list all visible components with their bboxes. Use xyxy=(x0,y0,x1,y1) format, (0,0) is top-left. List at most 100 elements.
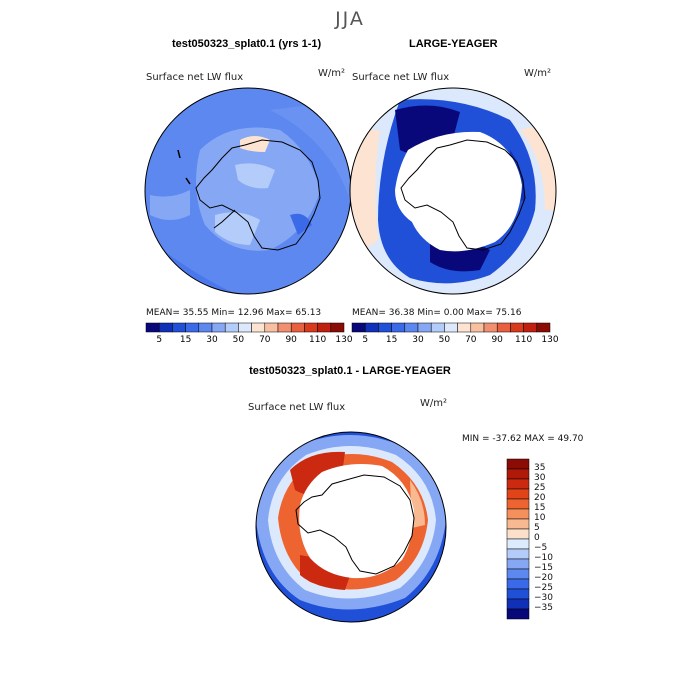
diff-colorbar-tick-label: −20 xyxy=(534,573,553,583)
right-colorbar-swatch xyxy=(404,322,419,333)
left-colorbar-swatch xyxy=(224,322,239,333)
left-stats: MEAN= 35.55 Min= 12.96 Max= 65.13 xyxy=(146,308,322,318)
diff-colorbar-swatch xyxy=(506,538,530,550)
right-colorbar-swatch xyxy=(457,322,472,333)
season-title: JJA xyxy=(335,8,365,30)
diff-colorbar-tick-label: −30 xyxy=(534,593,553,603)
diff-colorbar-swatch xyxy=(506,558,530,570)
left-colorbar-swatch xyxy=(290,322,305,333)
diff-colorbar-swatch xyxy=(506,518,530,530)
right-colorbar-swatch xyxy=(378,322,392,333)
left-colorbar-tick-label: 15 xyxy=(179,335,192,345)
left-case-title: test050323_splat0.1 (yrs 1-1) xyxy=(172,38,322,50)
diff-colorbar-tick-label: 30 xyxy=(534,473,546,483)
diff-colorbar-tick-label: −35 xyxy=(534,603,553,613)
right-colorbar-tick-label: 5 xyxy=(362,335,369,345)
diff-colorbar-swatch xyxy=(506,488,530,500)
right-colorbar-swatch xyxy=(510,322,524,333)
right-colorbar-swatch xyxy=(417,322,432,333)
left-colorbar-tick-label: 30 xyxy=(206,335,218,345)
right-colorbar-tick-label: 130 xyxy=(541,335,559,345)
diff-antarctica-coastline xyxy=(295,474,415,575)
diff-case-title: test050323_splat0.1 - LARGE-YEAGER xyxy=(249,365,451,377)
right-colorbar-tick-label: 50 xyxy=(438,335,451,345)
right-colorbar-tick-label: 70 xyxy=(465,335,477,345)
left-colorbar-swatch xyxy=(277,322,292,333)
left-colorbar-tick-label: 110 xyxy=(309,335,327,345)
diff-colorbar-tick-label: 5 xyxy=(534,523,540,533)
left-colorbar-swatch xyxy=(238,322,252,333)
left-colorbar xyxy=(145,322,345,333)
diff-colorbar-swatch xyxy=(506,588,530,600)
right-map-border xyxy=(349,87,557,295)
right-colorbar-swatch xyxy=(391,322,406,333)
diff-stats: MIN = -37.62 MAX = 49.70 xyxy=(462,434,584,444)
right-case-title: LARGE-YEAGER xyxy=(409,38,498,50)
left-antarctica-coastline xyxy=(195,139,321,251)
right-colorbar-tick-label: 110 xyxy=(515,335,533,345)
diff-colorbar-swatch xyxy=(506,468,530,480)
right-colorbar-tick-label: 30 xyxy=(412,335,424,345)
left-colorbar-swatch xyxy=(264,322,279,333)
diff-colorbar-swatch xyxy=(506,568,530,580)
right-colorbar-tick-label: 15 xyxy=(385,335,398,345)
left-colorbar-swatch xyxy=(211,322,226,333)
diff-colorbar-swatch xyxy=(506,528,530,540)
left-colorbar-swatch xyxy=(158,322,173,333)
diff-colorbar-swatch xyxy=(506,578,530,590)
left-colorbar-swatch xyxy=(330,322,345,333)
left-colorbar-tick-label: 5 xyxy=(156,335,163,345)
diff-colorbar-swatch xyxy=(506,608,530,620)
right-colorbar-swatch xyxy=(536,322,551,333)
left-colorbar-swatch xyxy=(251,322,266,333)
diff-colorbar-tick-label: 20 xyxy=(534,493,546,503)
diff-colorbar-swatch xyxy=(506,508,530,520)
diff-colorbar-swatch xyxy=(506,458,530,470)
left-colorbar-tick-label: 90 xyxy=(285,335,297,345)
left-colorbar-swatch xyxy=(317,322,332,333)
diff-colorbar-swatch xyxy=(506,498,530,510)
left-colorbar-tick-label: 70 xyxy=(259,335,271,345)
right-antarctica-coastline xyxy=(400,139,526,251)
left-colorbar-swatch xyxy=(145,322,160,333)
right-variable-label: Surface net LW flux xyxy=(352,72,450,83)
right-colorbar-swatch xyxy=(496,322,511,333)
diff-colorbar-swatch xyxy=(506,478,530,490)
diff-colorbar-tick-label: −10 xyxy=(534,553,553,563)
left-colorbar-swatch xyxy=(172,322,186,333)
left-colorbar-tick-label: 50 xyxy=(232,335,245,345)
diff-colorbar-tick-label: −25 xyxy=(534,583,553,593)
diff-colorbar xyxy=(506,458,530,620)
diff-colorbar-swatch xyxy=(506,548,530,560)
diff-colorbar-tick-label: 10 xyxy=(534,513,546,523)
right-stats: MEAN= 36.38 Min= 0.00 Max= 75.16 xyxy=(352,308,522,318)
left-colorbar-swatch xyxy=(198,322,213,333)
right-polar-map xyxy=(350,88,556,294)
diff-colorbar-tick-label: −15 xyxy=(534,563,553,573)
diff-polar-map xyxy=(256,432,446,622)
left-variable-label: Surface net LW flux xyxy=(146,72,244,83)
right-colorbar-swatch xyxy=(364,322,379,333)
right-colorbar-swatch xyxy=(470,322,485,333)
diff-colorbar-tick-label: 25 xyxy=(534,483,546,493)
right-colorbar-swatch xyxy=(430,322,445,333)
diff-colorbar-tick-label: 35 xyxy=(534,463,546,473)
left-colorbar-swatch xyxy=(185,322,200,333)
diff-map-border xyxy=(255,431,447,623)
diff-colorbar-tick-label: 15 xyxy=(534,503,546,513)
right-units-label: W/m² xyxy=(524,68,552,79)
left-polar-map xyxy=(145,88,351,294)
left-colorbar-swatch xyxy=(304,322,318,333)
left-units-label: W/m² xyxy=(318,68,346,79)
diff-colorbar-tick-label: −5 xyxy=(534,543,548,553)
right-colorbar-swatch xyxy=(351,322,366,333)
diff-variable-label: Surface net LW flux xyxy=(248,402,346,413)
left-colorbar-tick-label: 130 xyxy=(335,335,353,345)
right-colorbar-swatch xyxy=(523,322,538,333)
right-colorbar-tick-label: 90 xyxy=(491,335,503,345)
diff-colorbar-tick-label: 0 xyxy=(534,533,540,543)
right-colorbar-swatch xyxy=(444,322,458,333)
diff-units-label: W/m² xyxy=(420,398,448,409)
right-colorbar xyxy=(351,322,551,333)
